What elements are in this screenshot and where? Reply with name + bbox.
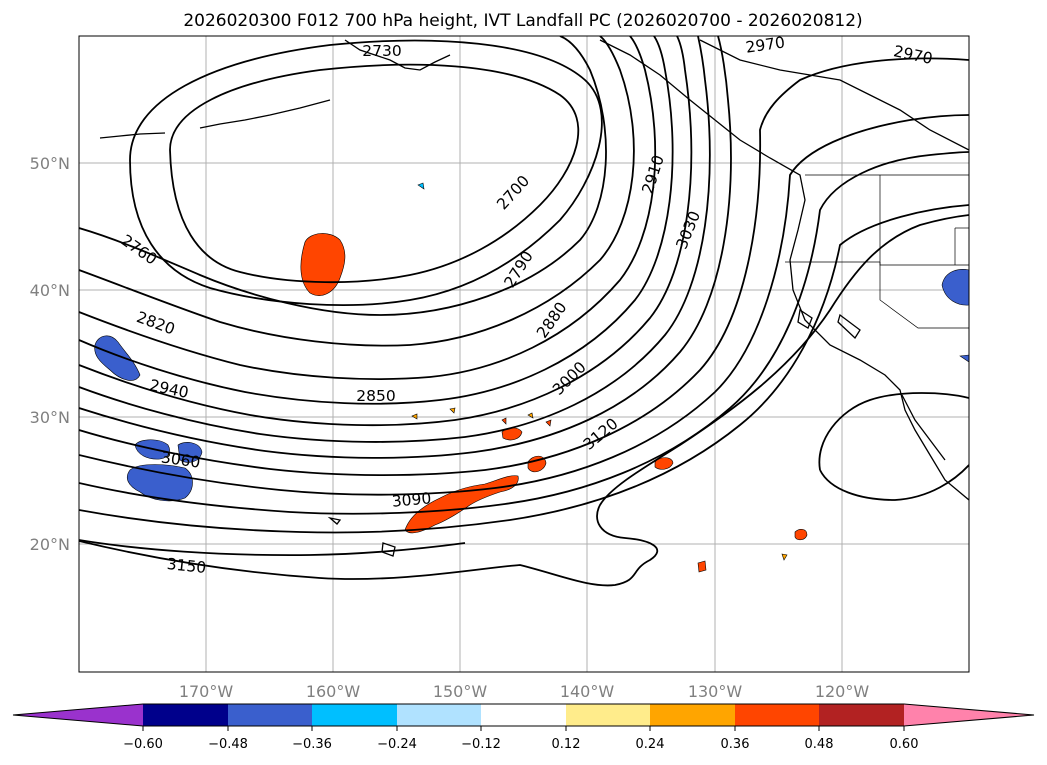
colorbar-extend-high (904, 704, 1034, 726)
bc-coast-inland (699, 39, 969, 151)
hawaii-island (381, 542, 396, 557)
positive-blob-134w (654, 457, 674, 470)
lat-label-50n: 50°N (30, 154, 70, 173)
colorbar-tick-label-6: 0.12 (552, 737, 581, 752)
colorbar-ticks (142, 726, 905, 731)
colorbar-bin-8 (735, 704, 819, 726)
colorbar-tick-label-10: 0.60 (890, 737, 919, 752)
colorbar-bin-2 (228, 704, 312, 726)
aleutian-chain (199, 99, 331, 129)
lon-tick-labels: 170°W 160°W 150°W 140°W 130°W 120°W (179, 682, 870, 701)
contour-3090 (79, 539, 466, 557)
negative-dot-153w (417, 182, 425, 190)
lat-label-40n: 40°N (30, 281, 70, 300)
positive-dot-144w (527, 412, 534, 419)
lon-label-140w: 140°W (560, 682, 615, 701)
positive-dot-150w (449, 407, 456, 414)
contour-2820 (79, 36, 657, 380)
colorbar-tick-label-1: −0.60 (123, 737, 163, 752)
colorbar-bin-9 (819, 704, 904, 726)
lat-tick-labels: 50°N 40°N 30°N 20°N (30, 154, 70, 554)
contour-label-2730: 2730 (362, 42, 401, 60)
positive-dot-146w (501, 417, 507, 425)
positive-dot-153w (411, 413, 418, 420)
lon-label-150w: 150°W (433, 682, 488, 701)
border-ca-nv (879, 262, 969, 329)
lon-label-170w: 170°W (179, 682, 234, 701)
contour-3000 (79, 114, 969, 496)
colorbar-tick-label-7: 0.24 (636, 737, 665, 752)
colorbar-tick-label-4: −0.24 (377, 737, 417, 752)
contour-2940 (79, 36, 732, 459)
positive-band-hawaii (404, 475, 519, 534)
contour-2730 (129, 39, 603, 307)
colorbar-bin-1 (143, 704, 228, 726)
colorbar-bin-7 (650, 704, 735, 726)
aleutian-west (99, 132, 166, 139)
colorbar-bin-4 (397, 704, 481, 726)
negative-blob-west-1 (94, 335, 141, 381)
baja-coast (901, 394, 946, 461)
graticule (79, 36, 969, 672)
lon-label-160w: 160°W (306, 682, 361, 701)
state-borders (785, 174, 969, 329)
positive-blob-123w (794, 529, 808, 541)
colorbar-extend-low (13, 704, 143, 726)
contour-label-2970-a: 2970 (745, 33, 787, 56)
contour-2970 (79, 57, 969, 477)
contour-2790 (79, 36, 635, 347)
inland-lake (837, 313, 861, 340)
lon-label-120w: 120°W (815, 682, 870, 701)
positive-dot-125w (781, 553, 788, 561)
colorbar-tick-label-9: 0.48 (805, 737, 834, 752)
hawaii-west-isle (327, 516, 342, 525)
negative-blob-utah (941, 269, 969, 306)
positive-blob-131w (697, 560, 707, 573)
coastlines (99, 39, 969, 557)
colorbar-bin-5 (481, 704, 566, 726)
map-panel[interactable]: 2730 2970 2970 2700 2910 3030 2760 2790 … (78, 33, 970, 673)
contour-3150-east-b (819, 464, 969, 501)
map-background (79, 36, 969, 672)
colorbar-tick-label-2: −0.48 (208, 737, 248, 752)
figure-title: 2026020300 F012 700 hPa height, IVT Land… (183, 11, 862, 31)
map-frame (78, 35, 970, 673)
lat-label-20n: 20°N (30, 535, 70, 554)
contour-2850 (79, 36, 674, 405)
contour-label-2850: 2850 (356, 387, 395, 405)
north-america-coast (599, 39, 969, 501)
negative-dot-east (959, 354, 969, 363)
contour-label-3060: 3060 (160, 448, 202, 471)
colorbar-tick-label-8: 0.36 (721, 737, 750, 752)
shading-areas (94, 182, 969, 573)
contour-2910 (79, 36, 711, 443)
colorbar-tick-label-5: −0.12 (461, 737, 501, 752)
lake-tahoe (797, 308, 813, 329)
height-contours (79, 36, 969, 587)
contour-3120 (79, 214, 969, 587)
contour-2700 (169, 63, 580, 284)
colorbar-bin-3 (312, 704, 397, 726)
contour-label-3150: 3150 (166, 555, 207, 577)
contour-3150-east-a (818, 392, 969, 471)
contour-2760 (79, 36, 607, 316)
positive-dot-142w (545, 419, 552, 427)
lat-label-30n: 30°N (30, 408, 70, 427)
contour-label-3090: 3090 (391, 489, 432, 510)
lon-label-130w: 130°W (688, 682, 743, 701)
colorbar: −0.60 −0.48 −0.36 −0.24 −0.12 0.12 0.24 … (12, 703, 1035, 752)
contour-2880 (79, 36, 693, 427)
colorbar-tick-label-3: −0.36 (292, 737, 332, 752)
colorbar-bin-6 (566, 704, 650, 726)
negative-blob-west-4 (127, 464, 193, 502)
